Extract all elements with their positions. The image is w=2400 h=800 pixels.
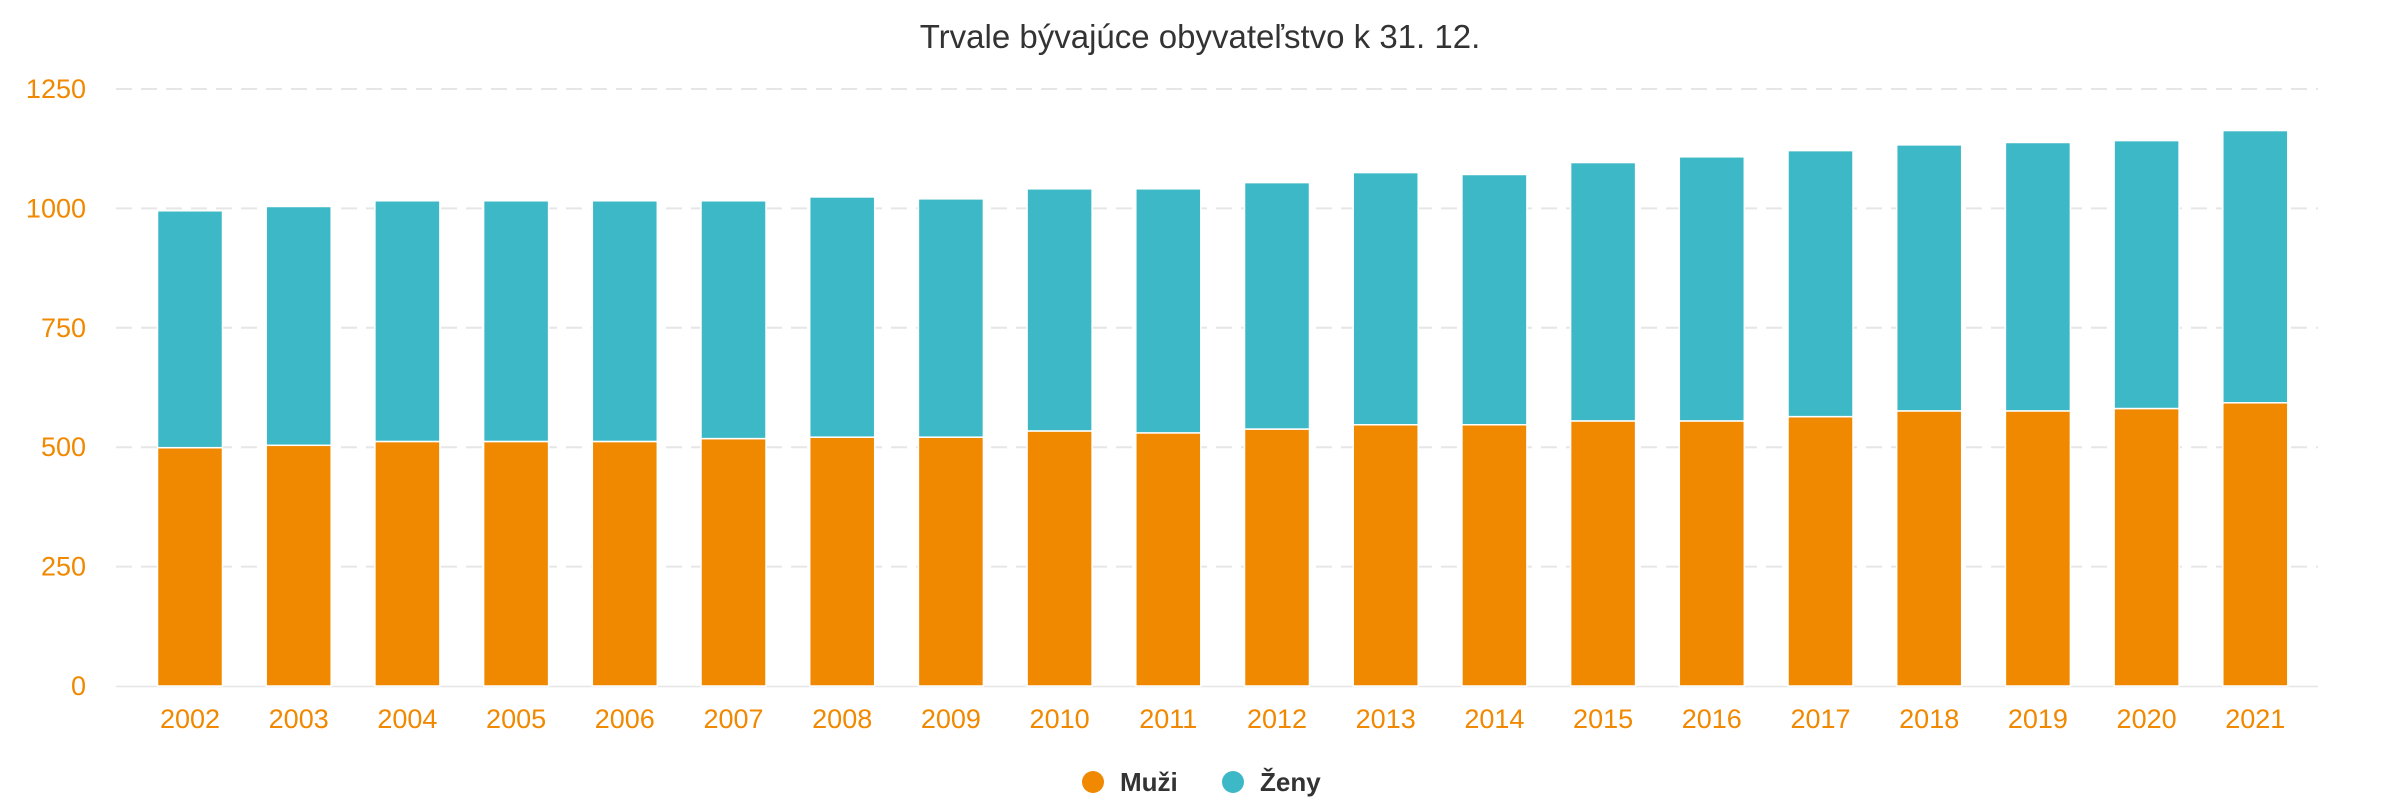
y-tick-label: 500 xyxy=(41,432,86,462)
x-tick-label: 2006 xyxy=(595,704,655,734)
x-tick-label: 2010 xyxy=(1030,704,1090,734)
bar-muzi-2021[interactable] xyxy=(2222,402,2289,687)
bar-muzi-2003[interactable] xyxy=(265,444,332,687)
bar-zeny-2005[interactable] xyxy=(482,200,550,443)
x-tick-label: 2014 xyxy=(1464,704,1524,734)
bar-muzi-2009[interactable] xyxy=(917,436,985,687)
y-tick-label: 0 xyxy=(71,671,86,701)
x-tick-label: 2005 xyxy=(486,704,546,734)
y-tick-label: 750 xyxy=(41,313,86,343)
legend-label: Muži xyxy=(1120,767,1178,797)
gridlines xyxy=(116,88,2318,688)
chart-title: Trvale bývajúce obyvateľstvo k 31. 12. xyxy=(920,18,1481,55)
x-tick-label: 2021 xyxy=(2225,704,2285,734)
bar-zeny-2018[interactable] xyxy=(1895,144,1963,412)
bar-muzi-2002[interactable] xyxy=(156,446,224,687)
bar-zeny-2013[interactable] xyxy=(1352,171,1419,426)
x-tick-label: 2012 xyxy=(1247,704,1307,734)
bar-zeny-2008[interactable] xyxy=(808,196,876,438)
bar-muzi-2010[interactable] xyxy=(1026,430,1093,687)
legend-item-zeny[interactable]: Ženy xyxy=(1222,767,1321,797)
legend: Muži Ženy xyxy=(1082,767,1321,797)
x-tick-label: 2013 xyxy=(1356,704,1416,734)
bar-zeny-2019[interactable] xyxy=(2004,141,2072,412)
x-tick-label: 2004 xyxy=(377,704,437,734)
x-tick-label: 2009 xyxy=(921,704,981,734)
x-tick-label: 2020 xyxy=(2117,704,2177,734)
bar-zeny-2015[interactable] xyxy=(1569,161,1637,422)
bars xyxy=(156,129,2289,687)
x-tick-label: 2018 xyxy=(1899,704,1959,734)
x-tick-label: 2015 xyxy=(1573,704,1633,734)
bar-muzi-2015[interactable] xyxy=(1569,420,1637,687)
bar-zeny-2016[interactable] xyxy=(1678,156,1746,422)
x-tick-label: 2016 xyxy=(1682,704,1742,734)
bar-muzi-2017[interactable] xyxy=(1787,415,1854,687)
bar-muzi-2008[interactable] xyxy=(808,436,876,687)
bar-muzi-2011[interactable] xyxy=(1135,432,1202,687)
bar-muzi-2019[interactable] xyxy=(2004,410,2072,687)
bar-muzi-2016[interactable] xyxy=(1678,420,1746,687)
bar-zeny-2017[interactable] xyxy=(1787,149,1854,418)
y-tick-label: 1250 xyxy=(26,74,86,104)
bar-zeny-2009[interactable] xyxy=(917,198,985,438)
bar-zeny-2006[interactable] xyxy=(591,200,659,443)
bar-zeny-2003[interactable] xyxy=(265,205,332,447)
x-tick-label: 2007 xyxy=(703,704,763,734)
x-axis-ticks: 2002 2003 2004 2005 2006 2007 2008 2009 2010 2011… xyxy=(160,704,2285,734)
x-tick-label: 2019 xyxy=(2008,704,2068,734)
bar-zeny-2010[interactable] xyxy=(1026,188,1093,432)
bar-muzi-2013[interactable] xyxy=(1352,424,1419,687)
bar-muzi-2006[interactable] xyxy=(591,440,659,687)
legend-label: Ženy xyxy=(1260,767,1321,797)
x-tick-label: 2008 xyxy=(812,704,872,734)
bar-muzi-2020[interactable] xyxy=(2113,407,2180,687)
bar-zeny-2021[interactable] xyxy=(2222,129,2289,404)
x-tick-label: 2011 xyxy=(1139,704,1197,734)
y-tick-label: 1000 xyxy=(26,193,86,223)
bar-muzi-2018[interactable] xyxy=(1895,410,1963,687)
bar-muzi-2005[interactable] xyxy=(482,440,550,687)
bar-zeny-2014[interactable] xyxy=(1461,173,1528,426)
y-axis-ticks: 0 250 500 750 1000 1250 xyxy=(26,74,86,701)
legend-marker-icon xyxy=(1222,771,1244,793)
bar-zeny-2012[interactable] xyxy=(1243,181,1311,430)
bar-muzi-2004[interactable] xyxy=(374,440,441,687)
x-tick-label: 2002 xyxy=(160,704,220,734)
bar-zeny-2007[interactable] xyxy=(700,200,767,440)
x-tick-label: 2003 xyxy=(269,704,329,734)
bar-zeny-2002[interactable] xyxy=(156,210,224,449)
legend-item-muzi[interactable]: Muži xyxy=(1082,767,1178,797)
legend-marker-icon xyxy=(1082,771,1104,793)
bar-zeny-2020[interactable] xyxy=(2113,139,2180,410)
bar-muzi-2012[interactable] xyxy=(1243,428,1311,687)
bar-muzi-2007[interactable] xyxy=(700,437,767,687)
bar-zeny-2004[interactable] xyxy=(374,200,441,443)
x-tick-label: 2017 xyxy=(1790,704,1850,734)
y-tick-label: 250 xyxy=(41,552,86,582)
bar-zeny-2011[interactable] xyxy=(1135,188,1202,434)
bar-muzi-2014[interactable] xyxy=(1461,424,1528,687)
